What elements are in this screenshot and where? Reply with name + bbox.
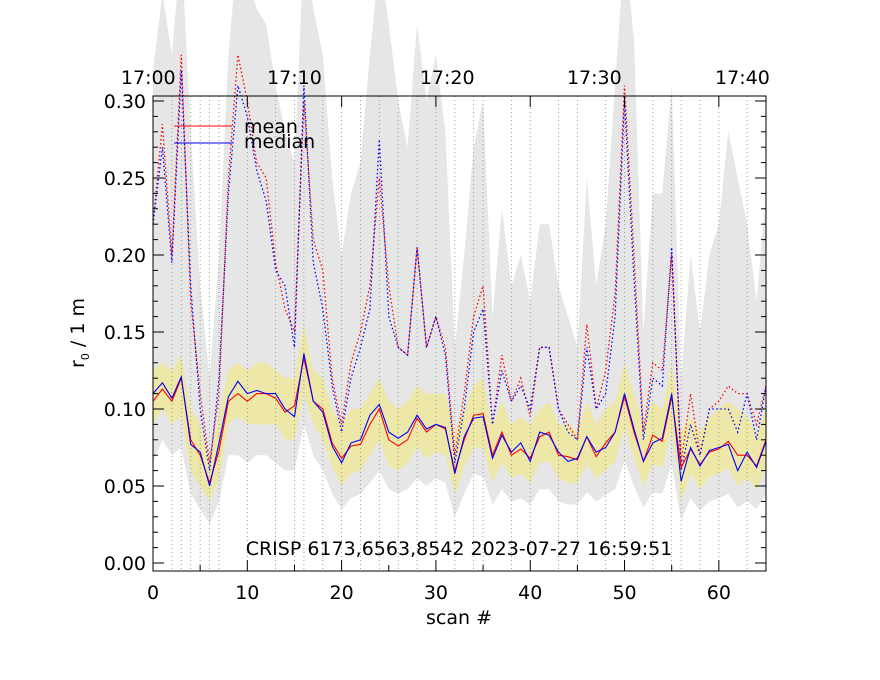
y-axis-label-main: r	[67, 360, 89, 368]
legend-median-label: median	[244, 131, 315, 153]
y-axis-label: r0 / 1 m	[67, 298, 92, 368]
y-tick-label-0.15: 0.15	[104, 322, 146, 344]
y-tick-label-0.20: 0.20	[104, 245, 146, 267]
x-tick-label-50: 50	[612, 582, 636, 604]
y-tick-label-0.10: 0.10	[104, 399, 146, 421]
x-tick-label-60: 60	[707, 582, 731, 604]
time-tick-label-17-30: 17:30	[567, 67, 622, 89]
x-tick-label-0: 0	[147, 582, 159, 604]
time-tick-label-17-10: 17:10	[267, 67, 322, 89]
y-axis-label-subscript: 0	[79, 353, 92, 360]
x-tick-label-40: 40	[518, 582, 542, 604]
x-tick-label-30: 30	[424, 582, 448, 604]
y-tick-label-0.25: 0.25	[104, 168, 146, 190]
y-tick-label-0.00: 0.00	[104, 553, 146, 575]
x-tick-label-10: 10	[235, 582, 259, 604]
legend: mean median	[174, 116, 315, 153]
x-tick-label-20: 20	[330, 582, 354, 604]
time-tick-label-17-40: 17:40	[715, 67, 770, 89]
series-mean-max-line	[153, 54, 766, 463]
x-axis-label: scan #	[426, 607, 492, 629]
time-tick-label-17-00: 17:00	[121, 67, 176, 89]
series-median-max-line	[153, 70, 766, 471]
plot-frame	[152, 95, 767, 572]
y-tick-label-0.05: 0.05	[104, 476, 146, 498]
series-median-line	[153, 353, 766, 487]
y-axis-label-suffix: / 1 m	[67, 298, 89, 353]
y-tick-label-0.30: 0.30	[104, 91, 146, 113]
time-tick-label-17-20: 17:20	[420, 67, 475, 89]
legend-mean-label: mean	[244, 116, 298, 138]
chart-annotation: CRISP 6173,6563,8542 2023-07-27 16:59:51	[246, 538, 673, 560]
